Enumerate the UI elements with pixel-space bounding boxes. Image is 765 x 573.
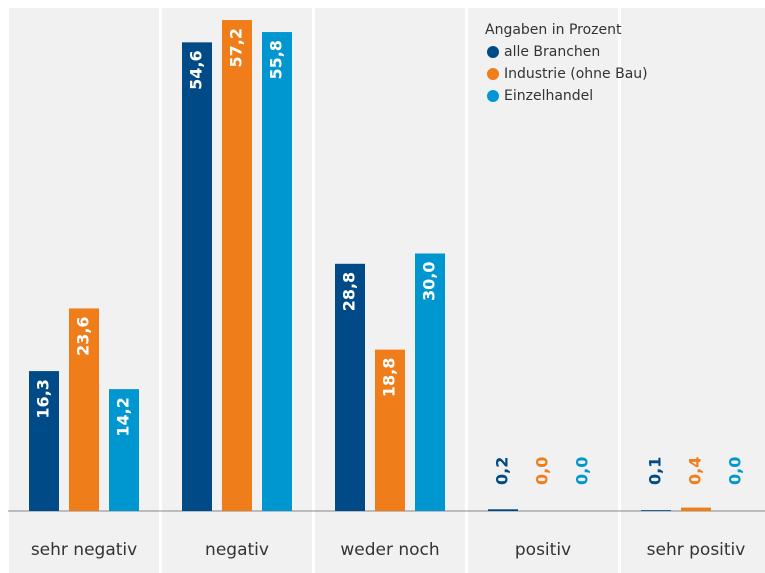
x-tick-label: negativ xyxy=(205,540,269,560)
bar xyxy=(262,32,292,512)
value-label: 57,2 xyxy=(227,28,246,67)
value-label: 0,0 xyxy=(533,457,552,485)
value-label: 0,4 xyxy=(686,457,705,485)
value-label: 0,2 xyxy=(493,457,512,485)
legend-title: Angaben in Prozent xyxy=(485,22,622,38)
legend-swatch xyxy=(487,68,499,80)
value-label: 14,2 xyxy=(114,397,133,436)
value-label: 0,0 xyxy=(726,457,745,485)
value-label: 18,8 xyxy=(380,358,399,397)
legend-swatch xyxy=(487,90,499,102)
value-label: 23,6 xyxy=(74,316,93,355)
legend-label: alle Branchen xyxy=(504,44,600,60)
x-tick-label: sehr positiv xyxy=(647,540,746,560)
value-label: 16,3 xyxy=(34,379,53,418)
panel xyxy=(468,8,618,573)
value-label: 55,8 xyxy=(267,40,286,79)
legend-label: Einzelhandel xyxy=(504,88,593,104)
value-label: 28,8 xyxy=(340,272,359,311)
value-label: 0,1 xyxy=(646,457,665,485)
value-label: 30,0 xyxy=(420,262,439,301)
bar xyxy=(335,263,365,511)
x-tick-label: positiv xyxy=(515,540,571,560)
bar xyxy=(681,507,711,511)
value-label: 54,6 xyxy=(187,50,206,89)
legend-swatch xyxy=(487,46,499,58)
bar xyxy=(29,371,59,511)
bar xyxy=(222,20,252,512)
bar xyxy=(415,253,445,511)
legend-label: Industrie (ohne Bau) xyxy=(504,66,648,82)
x-tick-label: sehr negativ xyxy=(31,540,137,560)
bar xyxy=(109,389,139,511)
bar xyxy=(182,42,212,511)
x-tick-label: weder noch xyxy=(340,540,439,560)
bar xyxy=(69,308,99,511)
bar xyxy=(641,510,671,511)
panel xyxy=(621,8,765,573)
bar xyxy=(375,349,405,511)
bar xyxy=(488,509,518,511)
value-label: 0,0 xyxy=(573,457,592,485)
